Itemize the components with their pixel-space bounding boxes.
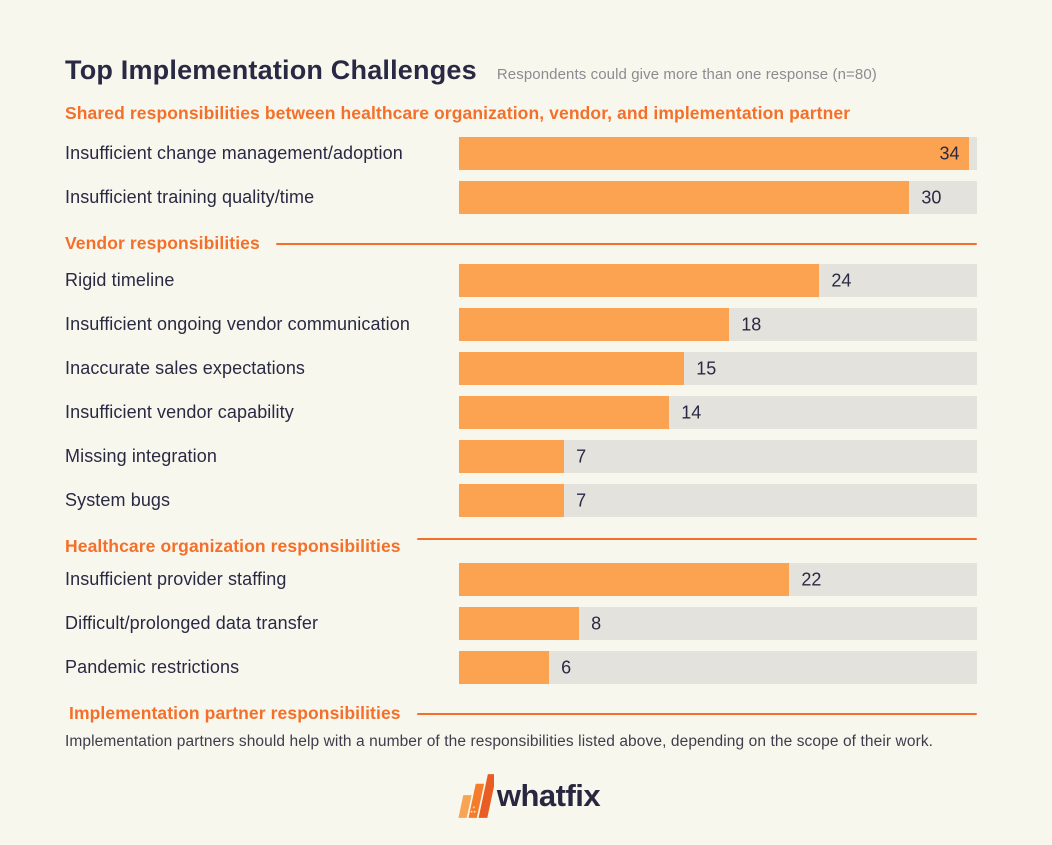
bar-row-label: Insufficient provider staffing bbox=[65, 569, 287, 589]
bar-track: 7 bbox=[459, 484, 977, 517]
bar-value-label: 18 bbox=[741, 314, 762, 334]
bar-value-label: 22 bbox=[801, 569, 822, 589]
bar-row: Insufficient change management/adoption 3… bbox=[65, 137, 977, 170]
bar-value-label: 14 bbox=[681, 402, 702, 422]
bar-row-label: Insufficient vendor capability bbox=[65, 402, 294, 422]
bar-row: Insufficient training quality/time 30 bbox=[65, 181, 977, 214]
section-header-shared: Shared responsibilities between healthca… bbox=[65, 103, 977, 124]
bar bbox=[459, 264, 820, 297]
page-subtitle: Respondents could give more than one res… bbox=[496, 66, 877, 83]
section-divider-line bbox=[416, 712, 977, 715]
bar-value-label: 30 bbox=[921, 187, 942, 207]
bar-row-label: Missing integration bbox=[65, 446, 217, 466]
bar-row-label: Pandemic restrictions bbox=[65, 657, 240, 677]
bar bbox=[459, 607, 580, 640]
bar-value-label: 7 bbox=[576, 446, 587, 466]
bar-row-label: Insufficient training quality/time bbox=[65, 187, 315, 207]
bar-track: 18 bbox=[459, 308, 977, 341]
bar-value-label: 7 bbox=[576, 490, 587, 510]
bar-row-label: Difficult/prolonged data transfer bbox=[65, 613, 319, 633]
section-header-partner: Implementation partner responsibilities bbox=[65, 703, 977, 724]
bar-value-label: 34 bbox=[939, 143, 960, 163]
section-header-vendor: Vendor responsibilities bbox=[65, 233, 977, 254]
bar-track: 8 bbox=[459, 607, 977, 640]
bar-row: Missing integration 7 bbox=[65, 440, 977, 473]
bar-row: Insufficient provider staffing 22 bbox=[65, 563, 977, 596]
bar-row-label: System bugs bbox=[65, 490, 171, 510]
section-header-healthcare: Healthcare organization responsibilities bbox=[65, 536, 977, 557]
bar-track: 22 bbox=[459, 563, 977, 596]
bar bbox=[459, 396, 670, 429]
bar-row-label: Insufficient change management/adoption bbox=[65, 143, 403, 163]
bar-row-label: Inaccurate sales expectations bbox=[65, 358, 306, 378]
bar-row: Insufficient ongoing vendor communicatio… bbox=[65, 308, 977, 341]
chart-sections: Shared responsibilities between healthca… bbox=[65, 103, 977, 751]
bar-value-label: 6 bbox=[561, 657, 572, 677]
bar bbox=[459, 137, 970, 170]
section-divider-line bbox=[275, 242, 977, 245]
bar-track: 14 bbox=[459, 396, 977, 429]
bar-value-label: 8 bbox=[591, 613, 602, 633]
bar-row-label: Insufficient ongoing vendor communicatio… bbox=[65, 314, 410, 334]
bar-value-label: 15 bbox=[696, 358, 717, 378]
bar-row: Pandemic restrictions 6 bbox=[65, 651, 977, 684]
bar bbox=[459, 308, 730, 341]
bar bbox=[459, 440, 565, 473]
bar-row: System bugs 7 bbox=[65, 484, 977, 517]
bar-row: Rigid timeline 24 bbox=[65, 264, 977, 297]
section-title: Vendor responsibilities bbox=[65, 233, 260, 253]
header: Top Implementation Challenges Respondent… bbox=[65, 55, 977, 86]
bar-track: 24 bbox=[459, 264, 977, 297]
section-note: Implementation partners should help with… bbox=[65, 733, 934, 750]
bar bbox=[459, 181, 910, 214]
page-title: Top Implementation Challenges bbox=[65, 55, 477, 85]
section-title: Shared responsibilities between healthca… bbox=[65, 103, 851, 123]
bar bbox=[459, 563, 790, 596]
section-title: Healthcare organization responsibilities bbox=[65, 536, 401, 556]
bar bbox=[459, 651, 550, 684]
section-divider-line bbox=[416, 537, 977, 540]
bar-track: 34 bbox=[459, 137, 977, 170]
bar bbox=[459, 484, 565, 517]
bar-track: 7 bbox=[459, 440, 977, 473]
bar-row-label: Rigid timeline bbox=[65, 270, 175, 290]
bar-value-label: 24 bbox=[831, 270, 852, 290]
section-title: Implementation partner responsibilities bbox=[69, 703, 401, 723]
bar-track: 30 bbox=[459, 181, 977, 214]
bar-track: 6 bbox=[459, 651, 977, 684]
bar-track: 15 bbox=[459, 352, 977, 385]
bar-row: Inaccurate sales expectations 15 bbox=[65, 352, 977, 385]
whatfix-w-icon bbox=[458, 774, 494, 818]
logo-wordmark: whatfix bbox=[496, 778, 601, 813]
footer-logo: whatfix bbox=[0, 772, 1052, 820]
bar-row: Insufficient vendor capability 14 bbox=[65, 396, 977, 429]
bar bbox=[459, 352, 685, 385]
bar-row: Difficult/prolonged data transfer 8 bbox=[65, 607, 977, 640]
